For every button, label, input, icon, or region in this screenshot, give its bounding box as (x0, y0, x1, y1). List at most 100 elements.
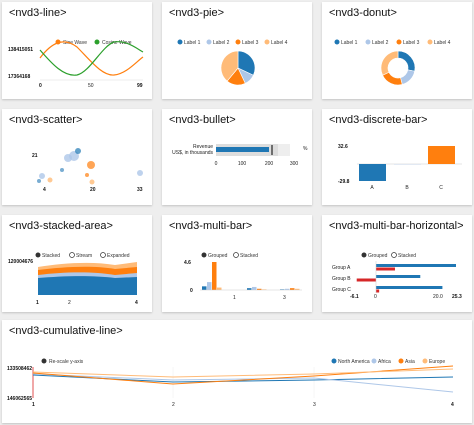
stacked-area-chart[interactable]: Stacked Stream Expanded 120004676 1 2 4 (2, 215, 152, 312)
sine-line[interactable] (39, 41, 144, 76)
line-chart[interactable]: Sine Wave Cosine Wave 138415051 17364168… (2, 2, 152, 99)
area-layer[interactable] (38, 276, 137, 295)
scatter-chart[interactable]: 21 4 20 33 (2, 109, 152, 205)
hbar-group-c[interactable] (376, 286, 443, 289)
legend-dot[interactable] (396, 39, 402, 45)
horizontal-bars[interactable] (356, 261, 456, 293)
scatter-point[interactable] (47, 177, 53, 183)
bullet-measure[interactable] (216, 147, 269, 152)
legend-dot[interactable] (422, 358, 428, 364)
series-line-africa[interactable] (32, 373, 454, 393)
scatter-point[interactable] (60, 168, 64, 172)
bar-group-3[interactable] (295, 288, 300, 290)
bar-c[interactable] (428, 146, 455, 164)
control-expanded[interactable] (100, 252, 106, 258)
control-grouped[interactable] (201, 252, 207, 258)
legend-dot[interactable] (371, 358, 377, 364)
scatter-point[interactable] (87, 161, 95, 169)
slice-label-1[interactable] (237, 50, 256, 76)
x-tick: 4 (451, 402, 454, 408)
legend-dot-cosine[interactable] (94, 39, 100, 45)
legend-dot[interactable] (235, 39, 241, 45)
legend-dot[interactable] (427, 39, 433, 45)
control-stacked[interactable] (35, 252, 41, 258)
discrete-bar-chart[interactable]: 32.6 -29.8 A B C (322, 109, 472, 205)
legend-dot[interactable] (177, 39, 183, 45)
scatter-points[interactable] (37, 148, 143, 185)
hbar-group-b[interactable] (376, 275, 421, 278)
y-tick-bottom: -29.8 (338, 179, 350, 185)
bar-group-2[interactable] (252, 286, 257, 290)
bullet-title: Revenue (193, 144, 213, 150)
group-label: Group A (332, 265, 351, 271)
bar-group-2[interactable] (262, 289, 267, 290)
scatter-point[interactable] (89, 179, 95, 185)
bar-group-1[interactable] (212, 262, 217, 290)
x-tick: 0 (39, 83, 42, 89)
control-grouped[interactable] (361, 252, 367, 258)
legend-dot[interactable] (334, 39, 340, 45)
card-title: <nvd3-line> (9, 7, 67, 19)
pie-chart[interactable]: Label 1 Label 2 Label 3 Label 4 (162, 2, 312, 99)
x-tick: 4 (43, 187, 46, 193)
slice-label-2[interactable] (400, 69, 416, 85)
legend-dot[interactable] (365, 39, 371, 45)
x-tick: 4 (135, 300, 138, 306)
bar-group-1[interactable] (217, 287, 222, 290)
bullet-chart[interactable]: Revenue US$, in thousands % 0 100 200 30… (162, 109, 312, 205)
legend-dot[interactable] (398, 358, 404, 364)
pie-slices[interactable] (220, 50, 256, 86)
multi-bars[interactable] (200, 262, 302, 291)
legend-dot[interactable] (331, 358, 337, 364)
bar-group-2[interactable] (257, 288, 262, 290)
card-pie: <nvd3-pie> Label 1 Label 2 Label 3 Label… (162, 2, 312, 99)
scatter-point[interactable] (137, 170, 143, 176)
y-tick-bottom: 146062565 (7, 396, 32, 402)
legend-label: Europe (429, 359, 445, 365)
hbar-group-a[interactable] (376, 264, 456, 267)
donut-chart[interactable]: Label 1 Label 2 Label 3 Label 4 (322, 2, 472, 99)
legend-dot[interactable] (206, 39, 212, 45)
control-stream[interactable] (69, 252, 75, 258)
bar-group-3[interactable] (280, 289, 285, 290)
x-tick: 99 (137, 83, 143, 89)
x-tick: 20.0 (433, 294, 443, 300)
card-title: <nvd3-multi-bar-horizontal> (329, 220, 464, 232)
legend-dot[interactable] (264, 39, 270, 45)
card-scatter: <nvd3-scatter> 21 4 20 33 (2, 109, 152, 205)
group-label: Group C (332, 287, 351, 293)
card-bullet: <nvd3-bullet> Revenue US$, in thousands … (162, 109, 312, 205)
scatter-point[interactable] (85, 173, 89, 177)
bar-a[interactable] (359, 164, 386, 181)
bar-group-3[interactable] (290, 288, 295, 290)
series-line-europe[interactable] (32, 368, 454, 378)
bar-group-1[interactable] (202, 286, 207, 290)
multi-bar-horizontal-chart[interactable]: Grouped Stacked Group A Group B Group C … (322, 215, 472, 312)
cosine-line[interactable] (39, 41, 144, 76)
scatter-point[interactable] (39, 173, 45, 179)
x-tick: 0 (215, 161, 218, 167)
card-title: <nvd3-multi-bar> (169, 220, 253, 232)
card-multi-bar: <nvd3-multi-bar> Grouped Stacked 4.6 0 1… (162, 215, 312, 312)
control-stacked[interactable] (233, 252, 239, 258)
cumulative-line-chart[interactable]: Re-scale y-axis North America Africa Asi… (2, 320, 472, 423)
bar-group-3[interactable] (285, 288, 290, 290)
slice-label-4[interactable] (380, 50, 399, 76)
series-line-north-america[interactable] (32, 374, 454, 383)
control-stacked[interactable] (391, 252, 397, 258)
donut-slices[interactable] (380, 50, 416, 86)
hbar-group-a[interactable] (376, 267, 395, 271)
x-tick: B (405, 185, 409, 191)
hbar-group-c[interactable] (376, 289, 380, 293)
multi-bar-chart[interactable]: Grouped Stacked 4.6 0 1 3 (162, 215, 312, 312)
discrete-bars[interactable] (359, 146, 455, 181)
bar-group-1[interactable] (207, 282, 212, 290)
slice-label-4[interactable] (220, 50, 239, 82)
hbar-group-b[interactable] (356, 278, 376, 282)
scatter-point[interactable] (75, 148, 81, 154)
rescale-y-axis-toggle[interactable] (41, 358, 47, 364)
legend-label: Label 2 (213, 40, 230, 46)
scatter-point[interactable] (37, 179, 41, 183)
slice-label-1[interactable] (397, 50, 416, 72)
bar-group-2[interactable] (247, 288, 252, 290)
